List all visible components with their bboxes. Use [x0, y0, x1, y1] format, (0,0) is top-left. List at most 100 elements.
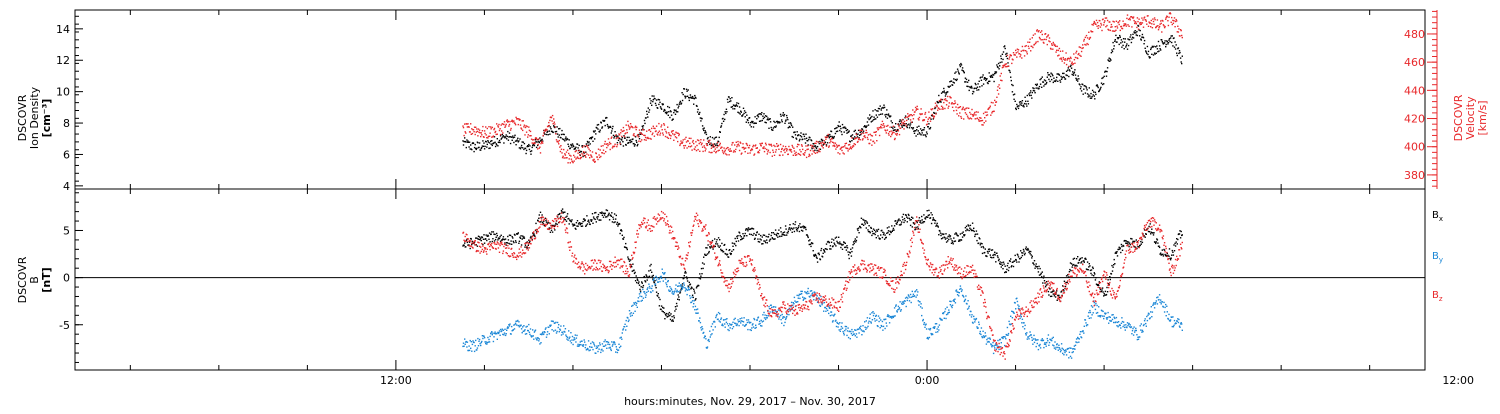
by-point — [845, 328, 846, 329]
velocity-point — [678, 135, 679, 136]
density-point — [742, 115, 743, 116]
velocity-point — [776, 149, 777, 150]
by-point — [565, 334, 566, 335]
top-panel-frame — [75, 10, 1425, 189]
density-point — [743, 108, 744, 109]
density-point — [1064, 77, 1065, 78]
density-point — [886, 109, 887, 110]
density-point — [1129, 39, 1130, 40]
bx-point — [493, 231, 494, 232]
velocity-point — [865, 137, 866, 138]
bx-point — [902, 219, 903, 220]
series-by — [462, 269, 1183, 359]
density-point — [649, 98, 650, 99]
by-point — [498, 332, 499, 333]
density-point — [959, 64, 960, 65]
velocity-point — [679, 145, 680, 146]
velocity-point — [731, 144, 732, 145]
by-point — [626, 326, 627, 327]
velocity-point — [1122, 28, 1123, 29]
velocity-point — [762, 143, 763, 144]
by-point — [844, 330, 845, 331]
by-point — [505, 335, 506, 336]
bx-point — [847, 247, 848, 248]
density-point — [1007, 62, 1008, 63]
bx-point — [560, 216, 561, 217]
density-point — [886, 114, 887, 115]
velocity-point — [757, 147, 758, 148]
bx-point — [868, 231, 869, 232]
bx-point — [877, 231, 878, 232]
bx-point — [658, 293, 659, 294]
bx-point — [720, 245, 721, 246]
velocity-point — [554, 122, 555, 123]
bx-point — [902, 216, 903, 217]
velocity-point — [1018, 49, 1019, 50]
by-point — [867, 326, 868, 327]
velocity-point — [683, 145, 684, 146]
bx-point — [645, 281, 646, 282]
velocity-point — [772, 150, 773, 151]
bx-point — [509, 243, 510, 244]
density-point — [916, 129, 917, 130]
velocity-point — [1147, 15, 1148, 16]
velocity-point — [615, 135, 616, 136]
density-point — [730, 100, 731, 101]
velocity-point — [831, 138, 832, 139]
density-point — [790, 123, 791, 124]
by-point — [908, 295, 909, 296]
density-point — [802, 139, 803, 140]
bx-point — [984, 252, 985, 253]
bx-point — [1018, 261, 1019, 262]
velocity-point — [1162, 20, 1163, 21]
bx-point — [1016, 261, 1017, 262]
density-point — [829, 134, 830, 135]
density-point — [528, 146, 529, 147]
density-point — [1106, 76, 1107, 77]
top-right-y-tick-label: 400 — [1404, 141, 1425, 154]
bx-point — [670, 313, 671, 314]
top-left-y-tick-label: 14 — [56, 23, 70, 36]
density-point — [1077, 80, 1078, 81]
bx-point — [641, 281, 642, 282]
density-point — [811, 148, 812, 149]
velocity-point — [530, 135, 531, 136]
density-point — [652, 95, 653, 96]
density-point — [766, 122, 767, 123]
by-point — [919, 301, 920, 302]
bx-point — [745, 233, 746, 234]
density-point — [748, 122, 749, 123]
velocity-point — [670, 138, 671, 139]
velocity-point — [932, 108, 933, 109]
by-point — [506, 333, 507, 334]
by-point — [644, 293, 645, 294]
density-point — [732, 106, 733, 107]
by-point — [504, 329, 505, 330]
velocity-point — [752, 146, 753, 147]
density-point — [681, 92, 682, 93]
velocity-point — [493, 135, 494, 136]
density-point — [947, 91, 948, 92]
density-point — [1146, 51, 1147, 52]
velocity-point — [998, 84, 999, 85]
by-point — [773, 306, 774, 307]
density-point — [621, 139, 622, 140]
by-point — [730, 327, 731, 328]
density-point — [1141, 39, 1142, 40]
by-point — [672, 291, 673, 292]
density-point — [1124, 42, 1125, 43]
density-point — [1001, 58, 1002, 59]
by-point — [872, 311, 873, 312]
by-point — [487, 337, 488, 338]
density-point — [809, 137, 810, 138]
by-point — [812, 292, 813, 293]
velocity-point — [764, 151, 765, 152]
bx-point — [540, 221, 541, 222]
velocity-point — [868, 134, 869, 135]
velocity-point — [711, 148, 712, 149]
density-point — [835, 133, 836, 134]
bx-point — [872, 231, 873, 232]
bx-point — [1054, 295, 1055, 296]
by-point — [720, 319, 721, 320]
bx-point — [835, 245, 836, 246]
